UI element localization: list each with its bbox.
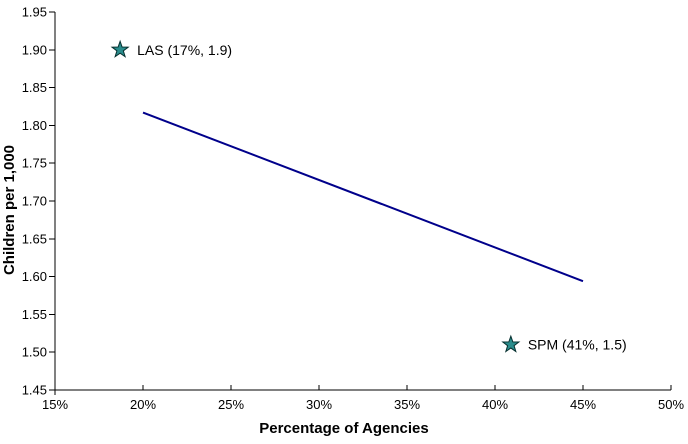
x-tick-label: 30% bbox=[306, 397, 332, 412]
plot-area: 1.45 1.50 1.55 1.60 1.65 1.70 1.75 1.80 1.85 1.90… bbox=[22, 5, 685, 413]
x-tick-label: 50% bbox=[658, 397, 684, 412]
y-tick-label: 1.50 bbox=[22, 345, 47, 360]
x-tick-label: 35% bbox=[394, 397, 420, 412]
y-tick-label: 1.70 bbox=[22, 194, 47, 209]
y-tick-label: 1.55 bbox=[22, 307, 47, 322]
y-tick-label: 1.45 bbox=[22, 383, 47, 398]
y-tick-label: 1.60 bbox=[22, 269, 47, 284]
y-tick-label: 1.80 bbox=[22, 118, 47, 133]
data-point-star-spm bbox=[501, 334, 521, 353]
x-tick-label: 20% bbox=[130, 397, 156, 412]
y-tick-label: 1.95 bbox=[22, 5, 47, 20]
x-tick-label: 25% bbox=[218, 397, 244, 412]
point-label-spm: SPM (41%, 1.5) bbox=[528, 337, 627, 353]
y-tick-label: 1.65 bbox=[22, 231, 47, 246]
x-tick-label: 15% bbox=[42, 397, 68, 412]
x-tick-label: 40% bbox=[482, 397, 508, 412]
trend-line bbox=[142, 111, 584, 283]
point-label-las: LAS (17%, 1.9) bbox=[137, 42, 232, 58]
x-tick-label: 45% bbox=[570, 397, 596, 412]
y-tick-label: 1.90 bbox=[22, 42, 47, 57]
data-point-star-las bbox=[110, 39, 130, 58]
y-axis-title: Children per 1,000 bbox=[1, 145, 18, 275]
y-tick-label: 1.75 bbox=[22, 156, 47, 171]
x-axis-title: Percentage of Agencies bbox=[259, 420, 429, 437]
y-tick-label: 1.85 bbox=[22, 80, 47, 95]
